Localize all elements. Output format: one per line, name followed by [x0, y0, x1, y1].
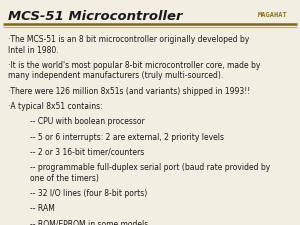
- Text: -- CPU with boolean processor: -- CPU with boolean processor: [30, 117, 145, 126]
- Text: ·The MCS-51 is an 8 bit microcontroller originally developed by
Intel in 1980.: ·The MCS-51 is an 8 bit microcontroller …: [8, 35, 249, 55]
- Text: -- 5 or 6 interrupts: 2 are external, 2 priority levels: -- 5 or 6 interrupts: 2 are external, 2 …: [30, 133, 224, 142]
- Text: -- RAM: -- RAM: [30, 204, 55, 213]
- Text: ·A typical 8x51 contains:: ·A typical 8x51 contains:: [8, 102, 102, 111]
- Text: MCS-51 Microcontroller: MCS-51 Microcontroller: [8, 10, 182, 23]
- Text: -- ROM/EPROM in some models: -- ROM/EPROM in some models: [30, 220, 148, 225]
- Text: -- 32 I/O lines (four 8-bit ports): -- 32 I/O lines (four 8-bit ports): [30, 189, 147, 198]
- Text: MAGAHAT: MAGAHAT: [258, 12, 288, 18]
- Text: -- 2 or 3 16-bit timer/counters: -- 2 or 3 16-bit timer/counters: [30, 148, 144, 157]
- Text: ·There were 126 million 8x51s (and variants) shipped in 1993!!: ·There were 126 million 8x51s (and varia…: [8, 87, 250, 96]
- Text: ·It is the world's most popular 8-bit microcontroller core, made by
many indepen: ·It is the world's most popular 8-bit mi…: [8, 61, 260, 81]
- Text: -- programmable full-duplex serial port (baud rate provided by
one of the timers: -- programmable full-duplex serial port …: [30, 163, 270, 183]
- Text: ☉: ☉: [284, 0, 292, 2]
